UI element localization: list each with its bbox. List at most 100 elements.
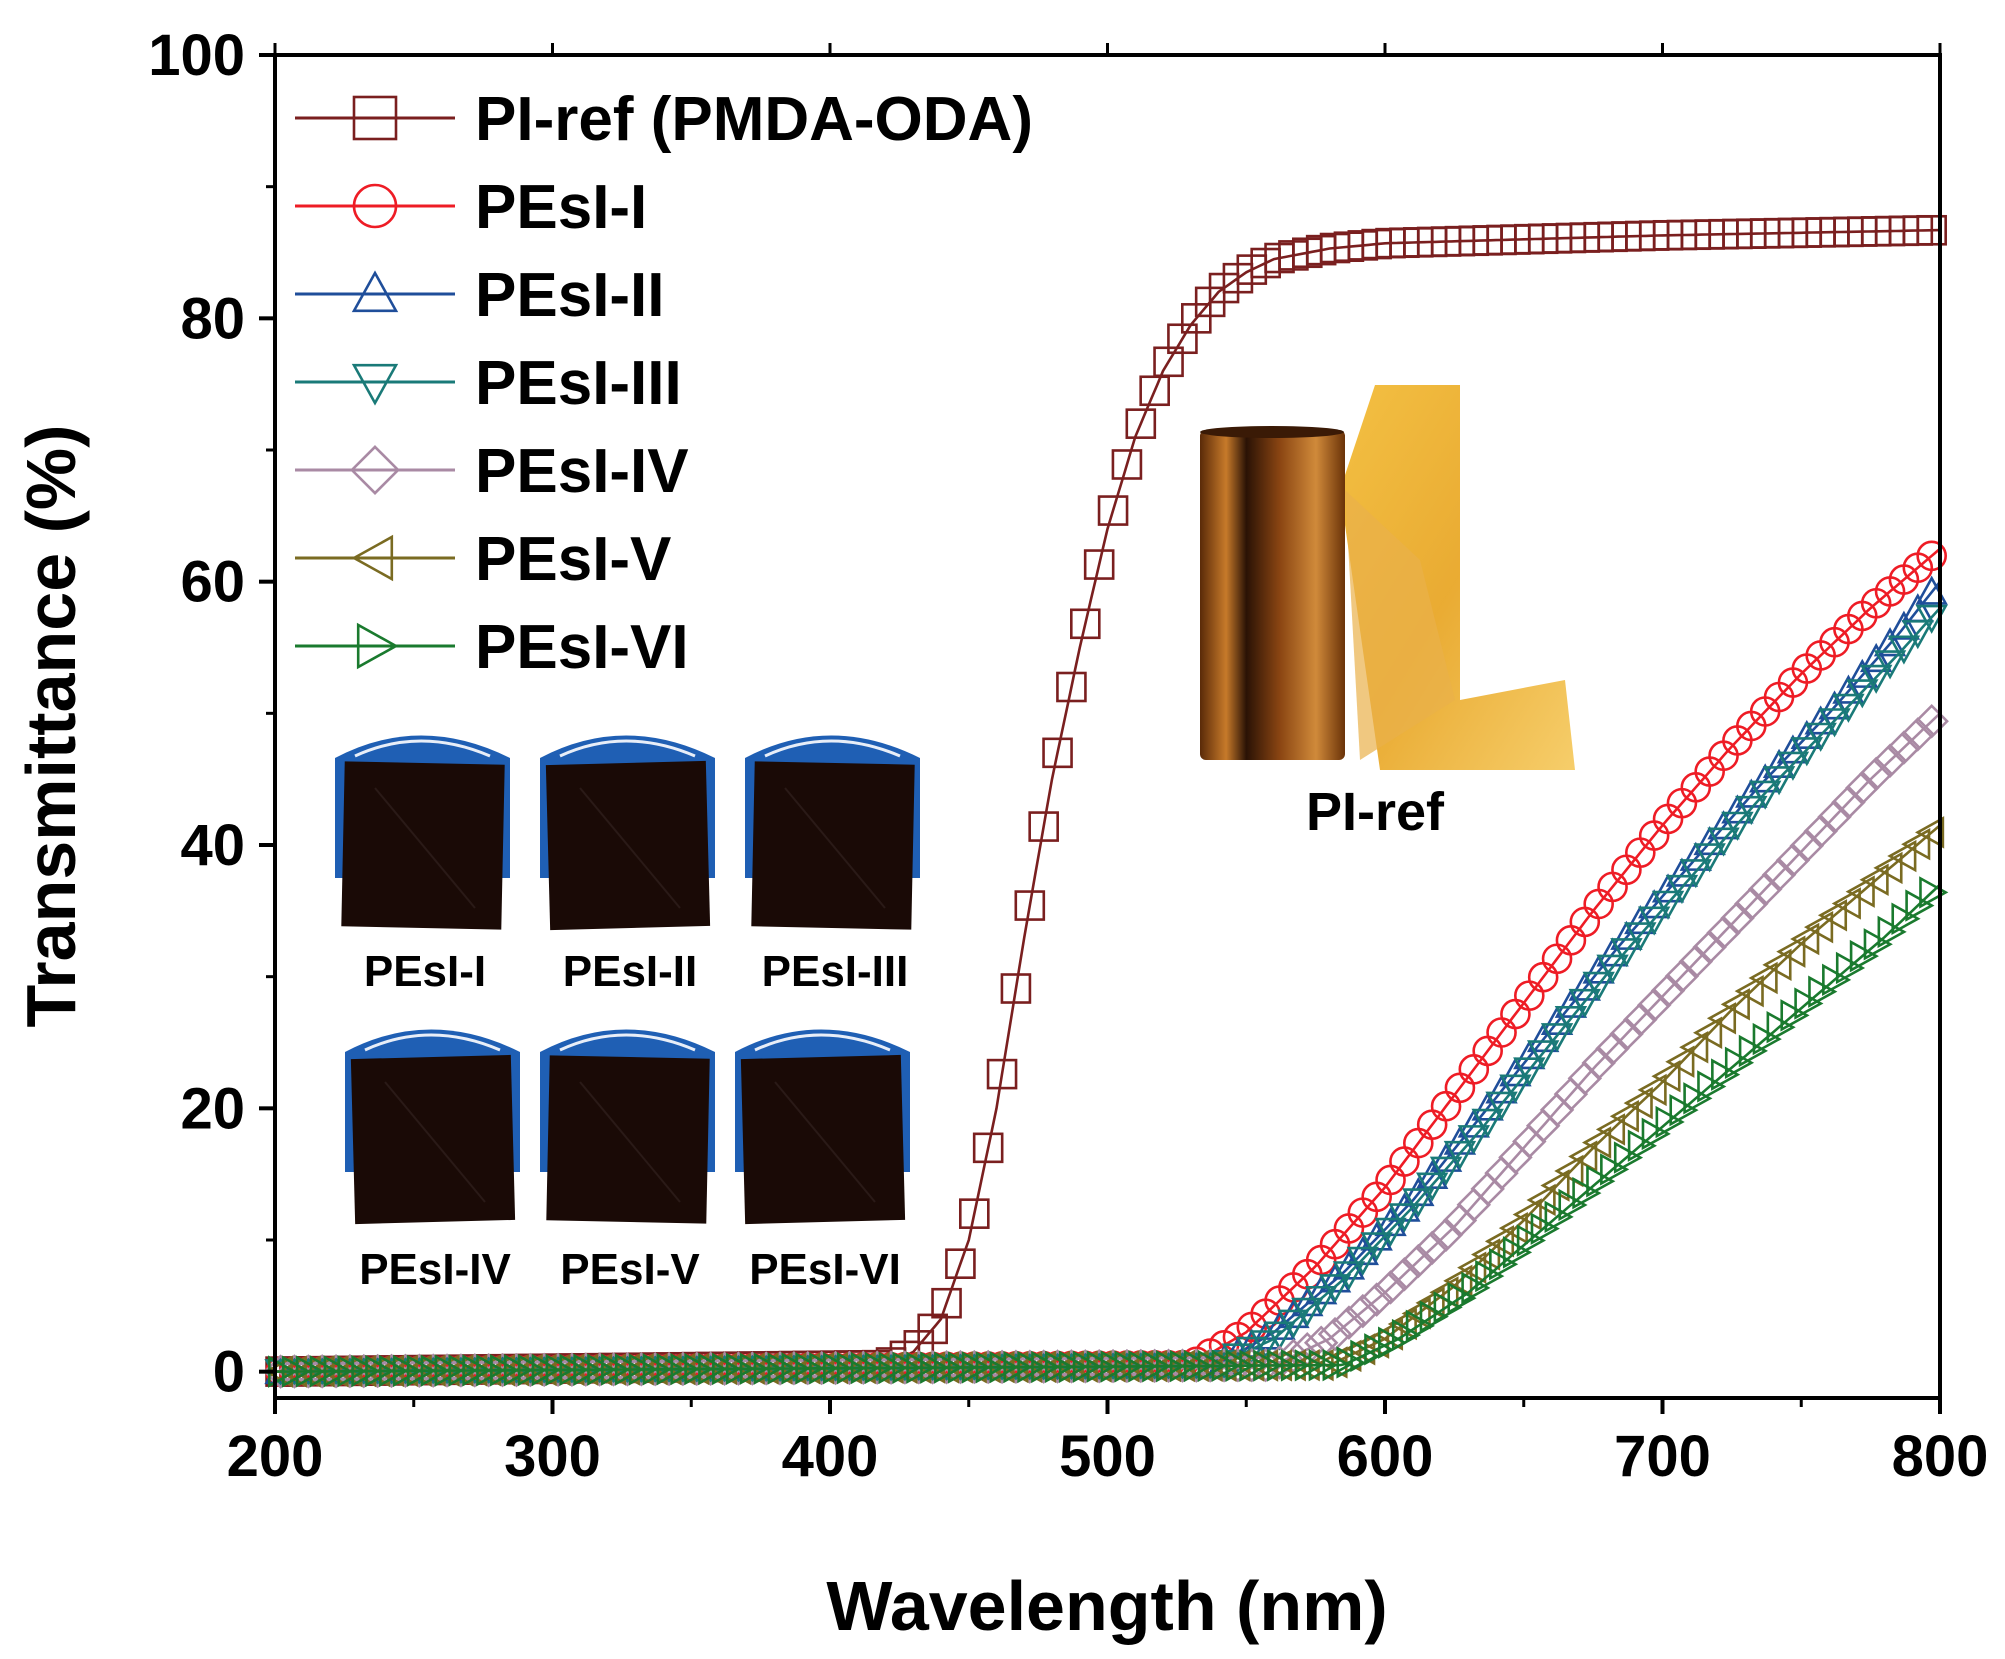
data-point-marker [1332,1261,1366,1291]
data-point-marker [1650,973,1686,1008]
legend-entry: PEsI-III [295,349,682,418]
data-point-marker [1401,1243,1436,1279]
data-point-marker [1887,839,1917,873]
data-point-marker [1804,722,1837,752]
legend-entry: PEsI-VI [295,613,689,682]
data-point-marker [1097,495,1129,526]
data-point-marker [1056,671,1087,703]
data-point-marker [1845,875,1875,908]
data-point-marker [1249,1330,1282,1360]
legend-entry: PEsI-I [295,173,647,242]
data-point-marker [1858,756,1894,792]
legend-label: PEsI-I [475,173,647,242]
data-point-marker [1872,743,1908,778]
y-tick-label: 60 [180,550,245,615]
data-point-marker [1428,1217,1464,1252]
data-point-marker [1873,650,1907,680]
data-point-marker [1540,1169,1570,1202]
data-point-marker [1901,620,1935,650]
data-point-marker [1803,910,1834,944]
series-pesi-vi [268,876,1949,1388]
film-reflection [384,1081,486,1203]
x-tick-label: 800 [1892,1424,1989,1489]
legend-label: PEsI-III [475,349,682,418]
data-point-marker [1373,1318,1404,1351]
legend-label: PEsI-IV [475,437,689,506]
film-reflection [784,787,886,909]
film-photo-1 [335,735,510,930]
legend-marker [351,270,399,313]
data-point-marker [1762,948,1792,982]
data-point-marker [1817,799,1852,835]
inset-photos: PI-ref PEsI-I PEsI-II PEsI-III PEsI-IV PEsI-V… [335,385,1575,1294]
data-point-marker [1803,814,1838,849]
data-point-marker [1859,642,1893,673]
pi-ref-film-fold [1345,490,1455,760]
film-reflection [579,787,681,909]
data-point-marker [1707,827,1740,857]
x-tick-label: 200 [227,1424,324,1489]
data-point-marker [1042,737,1073,769]
data-point-marker [1679,1031,1709,1064]
data-point-marker [1789,828,1825,864]
data-point-marker [1595,1113,1626,1146]
film-photo-6 [735,1029,910,1225]
data-point-marker [1832,674,1865,704]
data-point-marker [1734,886,1769,921]
series-line [274,580,1942,1373]
data-point-marker [1526,1183,1556,1217]
film-photo-2 [540,735,715,931]
data-point-marker [1610,938,1643,968]
data-point-marker [1637,1073,1667,1107]
data-point-marker [1014,890,1046,921]
data-point-marker [1846,658,1879,688]
y-tick-label: 20 [180,1076,245,1141]
data-point-marker [1401,1297,1431,1330]
data-point-marker [1919,876,1949,909]
film-photo-label: PEsI-V [560,1245,700,1294]
data-point-marker [958,1198,990,1229]
emblem-arc [364,1033,501,1052]
data-point-marker [1624,922,1657,952]
data-point-marker [1415,1172,1449,1202]
legend-entry: PEsI-IV [295,437,689,506]
data-point-marker [1373,1270,1408,1305]
data-point-marker [1609,1100,1639,1133]
data-point-marker [1859,863,1889,896]
data-point-marker [1762,766,1796,796]
data-point-marker [1070,608,1101,640]
data-point-marker [1775,843,1811,878]
data-point-marker [1817,899,1848,932]
x-axis-title: Wavelength (nm) [826,1567,1387,1645]
y-tick-label: 80 [180,286,245,351]
data-point-marker [1818,708,1851,738]
series-pesi-iii [264,604,1948,1389]
data-point-marker [1498,1211,1528,1245]
data-point-marker [1679,859,1713,889]
data-point-marker [1568,1140,1598,1173]
axis-layer: 200 300 400 500 600 700 800 0 20 40 60 80 100 [148,23,1988,1489]
data-point-marker [1678,944,1714,979]
data-point-marker [1916,214,1947,246]
data-point-marker [1596,954,1629,984]
film-photo-label: PEsI-I [364,947,486,996]
legend-label: PEsI-V [475,525,671,594]
data-point-marker [1429,1156,1463,1186]
data-point-marker [1512,1198,1542,1231]
data-point-marker [1623,1086,1653,1120]
emblem-arc [559,739,696,758]
data-point-marker [1443,1264,1473,1298]
data-point-marker [1443,1140,1477,1171]
data-point-marker [1331,1305,1367,1340]
data-point-marker [1471,1108,1504,1138]
data-point-marker [1692,929,1727,965]
data-point-marker [1845,770,1880,806]
data-point-marker [1887,635,1921,665]
data-point-marker [1277,1309,1310,1339]
data-point-marker [1665,1045,1695,1078]
data-point-marker [1595,1031,1630,1066]
legend-marker [352,183,398,229]
film-reflection [374,787,476,909]
film-photo-4 [345,1029,520,1225]
